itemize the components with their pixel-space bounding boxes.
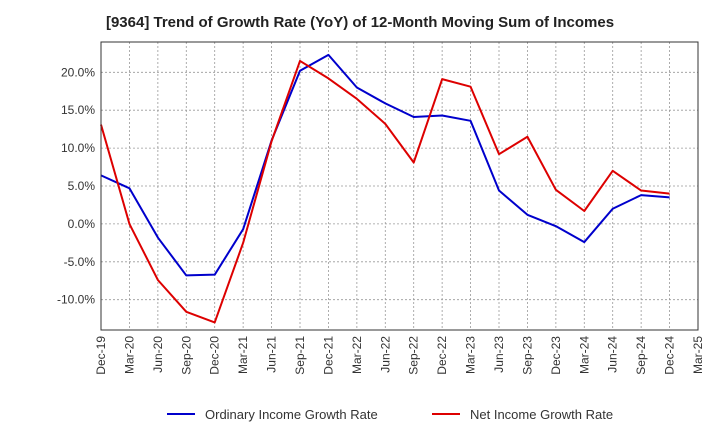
- y-tick-label: -10.0%: [57, 293, 95, 307]
- y-tick-label: 0.0%: [68, 217, 96, 231]
- y-tick-label: 15.0%: [61, 103, 95, 117]
- x-tick-label: Dec-20: [208, 336, 222, 375]
- plot-border: [100, 41, 699, 331]
- x-tick-label: Jun-24: [606, 336, 620, 373]
- x-tick-label: Mar-23: [464, 336, 478, 374]
- y-tick-label: 10.0%: [61, 141, 95, 155]
- x-tick-label: Mar-25: [691, 336, 705, 374]
- y-tick-label: 20.0%: [61, 65, 95, 79]
- x-tick-label: Mar-22: [350, 336, 364, 374]
- legend-label-1: Ordinary Income Growth Rate: [205, 407, 378, 422]
- x-tick-label: Mar-24: [577, 336, 591, 374]
- x-tick-label: Sep-23: [520, 336, 534, 375]
- series-line-2: [100, 59, 670, 324]
- x-tick-label: Sep-22: [407, 336, 421, 375]
- x-tick-label: Jun-20: [151, 336, 165, 373]
- legend-label-2: Net Income Growth Rate: [470, 407, 613, 422]
- series-line-1: [100, 53, 670, 277]
- y-tick-label: -5.0%: [64, 255, 96, 269]
- x-tick-label: Mar-21: [236, 336, 250, 374]
- x-tick-label: Sep-21: [293, 336, 307, 375]
- x-tick-label: Mar-20: [122, 336, 136, 374]
- x-tick-label: Sep-20: [179, 336, 193, 375]
- x-tick-label: Dec-23: [549, 336, 563, 375]
- x-tick-label: Dec-21: [321, 336, 335, 375]
- chart-title: [9364] Trend of Growth Rate (YoY) of 12-…: [105, 14, 615, 31]
- y-tick-label: 5.0%: [68, 179, 96, 193]
- x-tick-label: Dec-22: [435, 336, 449, 375]
- x-tick-label: Jun-22: [378, 336, 392, 373]
- x-tick-label: Dec-19: [94, 336, 108, 375]
- x-tick-label: Jun-21: [265, 336, 279, 373]
- x-tick-label: Sep-24: [634, 336, 648, 375]
- x-tick-label: Dec-24: [663, 336, 677, 375]
- x-tick-label: Jun-23: [492, 336, 506, 373]
